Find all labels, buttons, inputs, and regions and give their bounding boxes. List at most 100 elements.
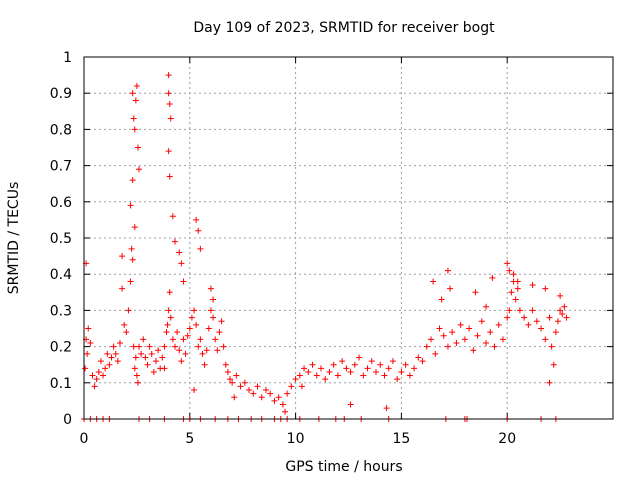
x-axis-ticks: 0 5 10 15 20: [80, 57, 516, 447]
data-point: [123, 329, 130, 336]
data-point: [201, 361, 208, 368]
data-point: [130, 115, 137, 122]
plot-frame: [83, 56, 614, 420]
data-point: [525, 321, 532, 328]
data-point: [138, 350, 145, 357]
data-point: [197, 336, 204, 343]
data-point: [171, 343, 178, 350]
data-point: [84, 350, 91, 357]
data-point: [165, 90, 172, 97]
y-axis-title: SRMTID / TECUs: [6, 182, 22, 295]
data-point: [514, 285, 521, 292]
data-point: [140, 336, 147, 343]
data-point: [430, 278, 437, 285]
data-point: [563, 314, 570, 321]
data-point: [411, 365, 418, 372]
data-point: [104, 350, 111, 357]
data-point: [184, 332, 191, 339]
y-tick-label: 0.9: [50, 86, 72, 102]
data-point: [167, 314, 174, 321]
data-point: [453, 339, 460, 346]
data-point: [166, 101, 173, 108]
data-point: [95, 368, 102, 375]
data-point: [129, 256, 136, 263]
x-tick-label: 0: [80, 431, 89, 447]
data-point: [284, 390, 291, 397]
y-tick-label: 1: [63, 50, 72, 66]
data-point: [146, 343, 153, 350]
data-point: [129, 90, 136, 97]
data-point: [438, 296, 445, 303]
data-point: [483, 339, 490, 346]
data-point: [210, 314, 217, 321]
data-point: [279, 401, 286, 408]
data-point: [419, 358, 426, 365]
data-point: [131, 126, 138, 133]
data-point: [542, 336, 549, 343]
data-point: [121, 321, 128, 328]
data-point: [216, 329, 223, 336]
data-point: [134, 379, 141, 386]
data-point: [119, 253, 126, 260]
data-point: [466, 325, 473, 332]
data-point: [326, 368, 333, 375]
data-point: [561, 303, 568, 310]
data-point: [483, 303, 490, 310]
data-point: [119, 285, 126, 292]
x-tick-label: 15: [392, 431, 410, 447]
x-tick-label: 5: [185, 431, 194, 447]
chart-title: Day 109 of 2023, SRMTID for receiver bog…: [193, 20, 495, 36]
data-point: [193, 321, 200, 328]
data-point: [207, 307, 214, 314]
data-point: [148, 350, 155, 357]
data-point: [504, 314, 511, 321]
y-tick-label: 0.4: [50, 267, 72, 283]
y-tick-label: 0.8: [50, 122, 72, 138]
data-point: [552, 329, 559, 336]
data-point: [275, 394, 282, 401]
data-point: [193, 216, 200, 223]
data-point: [389, 358, 396, 365]
data-point: [373, 368, 380, 375]
data-point: [449, 329, 456, 336]
y-tick-label: 0.1: [50, 376, 72, 392]
data-point: [169, 336, 176, 343]
y-tick-label: 0.7: [50, 159, 72, 175]
y-tick-label: 0.3: [50, 303, 72, 319]
data-point: [165, 72, 172, 79]
data-point: [166, 173, 173, 180]
data-point: [110, 343, 117, 350]
data-point: [214, 347, 221, 354]
data-point: [152, 358, 159, 365]
data-point: [510, 271, 517, 278]
data-point: [385, 365, 392, 372]
data-point: [180, 278, 187, 285]
data-point: [334, 372, 341, 379]
data-point: [428, 336, 435, 343]
data-point: [521, 314, 528, 321]
data-point: [360, 372, 367, 379]
data-point: [267, 390, 274, 397]
data-point: [301, 365, 308, 372]
data-point: [557, 307, 564, 314]
data-point: [444, 267, 451, 274]
data-point: [93, 376, 100, 383]
data-point: [423, 343, 430, 350]
data-point: [164, 321, 171, 328]
data-point: [402, 361, 409, 368]
data-point: [195, 343, 202, 350]
data-point: [506, 307, 513, 314]
data-point: [114, 358, 121, 365]
data-point: [144, 361, 151, 368]
data-point: [546, 379, 553, 386]
data-point: [554, 318, 561, 325]
data-point: [182, 350, 189, 357]
data-point: [470, 347, 477, 354]
data-point: [512, 296, 519, 303]
data-point: [461, 336, 468, 343]
data-point: [203, 347, 210, 354]
data-point: [133, 82, 140, 89]
data-point: [313, 372, 320, 379]
data-point: [222, 361, 229, 368]
data-point: [89, 372, 96, 379]
